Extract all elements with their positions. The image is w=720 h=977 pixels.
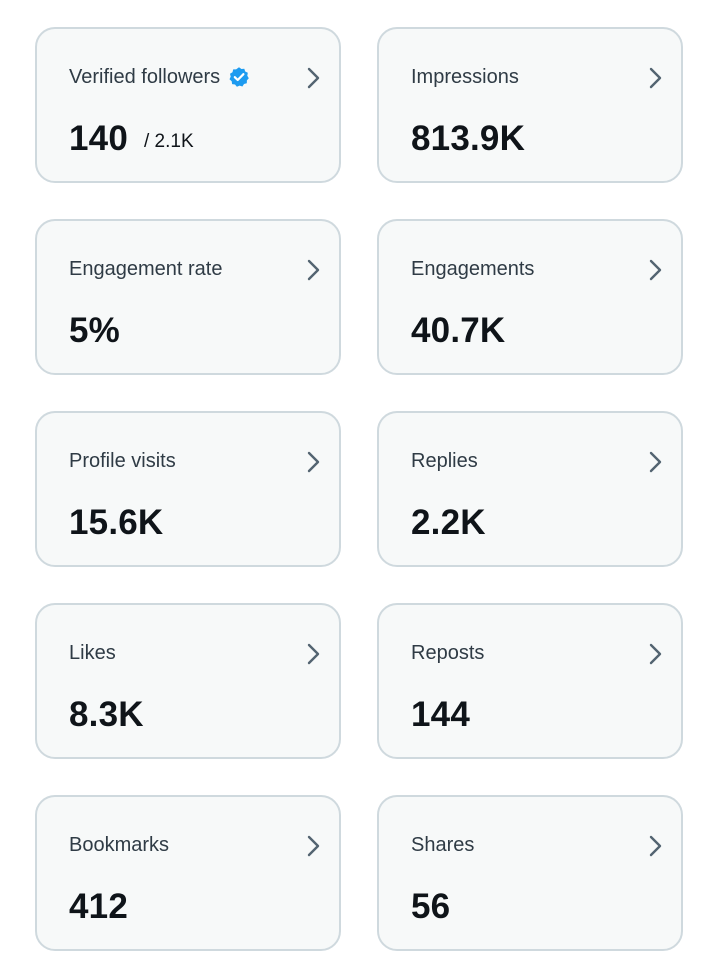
chevron-right-icon [649, 259, 662, 281]
chevron-right-icon [649, 67, 662, 89]
card-value: 5% [69, 311, 120, 350]
card-shares[interactable]: Shares 56 [377, 795, 683, 951]
card-label: Shares [411, 834, 475, 856]
card-replies[interactable]: Replies 2.2K [377, 411, 683, 567]
card-bookmarks[interactable]: Bookmarks 412 [35, 795, 341, 951]
card-engagements[interactable]: Engagements 40.7K [377, 219, 683, 375]
card-label: Bookmarks [69, 834, 170, 856]
card-value: 15.6K [69, 503, 164, 542]
card-value: 813.9K [411, 119, 526, 158]
card-label: Likes [69, 642, 116, 664]
card-label: Replies [411, 450, 478, 472]
card-verified-followers[interactable]: Verified followers 140/ 2.1K [35, 27, 341, 183]
chevron-right-icon [649, 643, 662, 665]
chevron-right-icon [307, 835, 320, 857]
card-profile-visits[interactable]: Profile visits 15.6K [35, 411, 341, 567]
card-value: 56 [411, 887, 451, 926]
chevron-right-icon [307, 67, 320, 89]
chevron-right-icon [649, 835, 662, 857]
card-value: 412 [69, 887, 128, 926]
card-likes[interactable]: Likes 8.3K [35, 603, 341, 759]
card-value: 2.2K [411, 503, 486, 542]
card-label: Profile visits [69, 450, 176, 472]
chevron-right-icon [649, 451, 662, 473]
card-impressions[interactable]: Impressions 813.9K [377, 27, 683, 183]
card-label: Verified followers [69, 65, 250, 89]
card-engagement-rate[interactable]: Engagement rate 5% [35, 219, 341, 375]
card-label: Engagements [411, 258, 535, 280]
card-value: 40.7K [411, 311, 506, 350]
chevron-right-icon [307, 643, 320, 665]
card-label: Reposts [411, 642, 485, 664]
card-label: Impressions [411, 66, 519, 88]
card-label: Engagement rate [69, 258, 223, 280]
chevron-right-icon [307, 259, 320, 281]
card-value: 144 [411, 695, 470, 734]
card-sub-value: / 2.1K [144, 131, 194, 152]
chevron-right-icon [307, 451, 320, 473]
card-value: 8.3K [69, 695, 144, 734]
verified-badge-icon [229, 67, 249, 87]
card-reposts[interactable]: Reposts 144 [377, 603, 683, 759]
card-value: 140/ 2.1K [69, 119, 194, 158]
